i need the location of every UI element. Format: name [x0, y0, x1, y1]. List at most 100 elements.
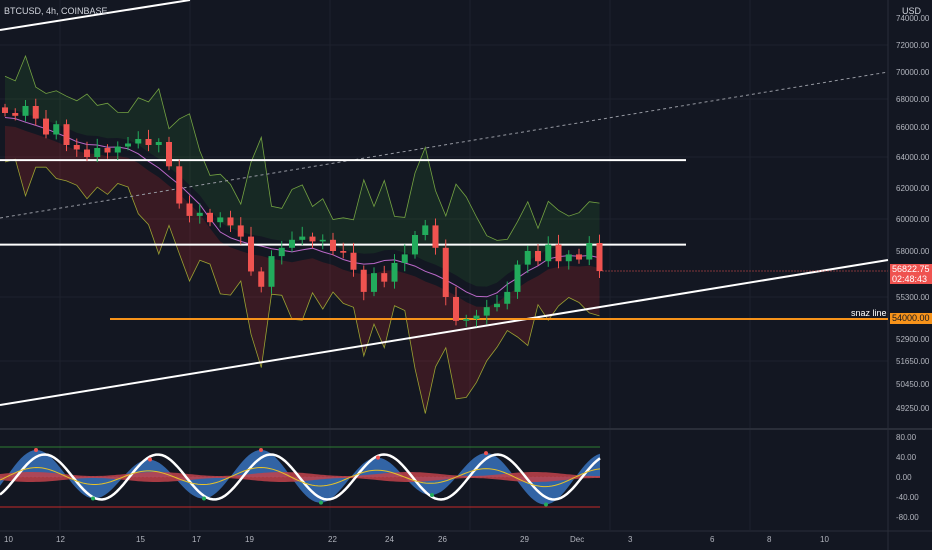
dashed-trendline: [0, 71, 889, 219]
lower-band-line: [4, 158, 600, 414]
date-tick-label: 3: [628, 535, 633, 544]
price-tick-label: 60000.00: [896, 215, 930, 224]
candle-body: [340, 251, 347, 253]
moving-average-line: [4, 117, 600, 298]
osc-trough-dot: [202, 496, 206, 501]
candle-body: [371, 273, 377, 292]
candle-body: [381, 273, 388, 282]
candle-body: [63, 124, 70, 145]
candle-body: [442, 247, 449, 297]
date-tick-label: 10: [4, 535, 13, 544]
price-tick-label: 55300.00: [896, 293, 930, 302]
candle-body: [576, 254, 582, 260]
candle-body: [248, 236, 254, 272]
date-tick-label: 15: [136, 535, 145, 544]
candle-body: [555, 244, 562, 262]
candle-body: [73, 145, 80, 150]
price-tick-label: 58000.00: [896, 247, 930, 256]
osc-peak-dot: [148, 457, 152, 462]
date-tick-label: 19: [245, 535, 254, 544]
osc-tick-label: 40.00: [896, 453, 917, 462]
candle-body: [401, 254, 408, 263]
candle-body: [422, 225, 429, 235]
osc-peak-dot: [484, 451, 488, 456]
osc-tick-label: 0.00: [896, 473, 912, 482]
candle-body: [22, 106, 29, 116]
osc-tick-label: -40.00: [896, 493, 919, 502]
candle-body: [145, 139, 152, 145]
price-tick-label: 62000.00: [896, 184, 930, 193]
price-tick-label: 51650.00: [896, 357, 930, 366]
oscillator-signal-line: [0, 453, 601, 501]
candle-body: [463, 319, 470, 321]
candle-body: [565, 254, 572, 262]
price-tick-label: 52900.00: [896, 335, 930, 344]
candle-body: [350, 252, 357, 270]
candle-body: [53, 124, 60, 135]
candle-body: [217, 217, 224, 223]
date-tick-label: 10: [820, 535, 829, 544]
date-tick-label: 24: [385, 535, 394, 544]
candle-body: [453, 297, 459, 321]
candle-body: [473, 315, 480, 319]
price-tick-label: 74000.00: [896, 14, 930, 23]
osc-peak-dot: [34, 447, 38, 452]
price-tick-label: 70000.00: [896, 68, 930, 77]
upper-band-fill: [5, 56, 600, 287]
price-tick-label: 72000.00: [896, 41, 930, 50]
candle-body: [545, 244, 552, 262]
candle-body: [227, 217, 234, 226]
price-tick-label: 66000.00: [896, 123, 930, 132]
candle-body: [596, 243, 603, 272]
candle-body: [2, 107, 8, 113]
date-tick-label: 22: [328, 535, 337, 544]
price-tick-label: 49250.00: [896, 404, 930, 413]
osc-trough-dot: [319, 500, 323, 505]
candle-body: [483, 307, 490, 316]
candle-body: [309, 236, 316, 242]
candle-body: [514, 264, 521, 292]
candle-body: [524, 251, 531, 265]
candle-body: [268, 256, 275, 287]
candle-body: [299, 236, 306, 240]
candle-body: [155, 142, 162, 145]
currency-label: USD: [902, 6, 922, 16]
date-tick-label: 17: [192, 535, 201, 544]
rising-support-trendline: [0, 259, 889, 406]
candle-body: [84, 149, 90, 157]
oscillator-yellow-line: [0, 466, 601, 488]
candle-body: [135, 139, 142, 144]
upper-band-line: [4, 54, 600, 241]
candle-body: [104, 148, 111, 153]
candle-body: [494, 303, 500, 308]
candle-body: [166, 142, 172, 167]
countdown-tag: 02:48:43: [890, 274, 932, 284]
candle-body: [94, 148, 101, 157]
candle-body: [32, 106, 39, 119]
candle-body: [12, 113, 19, 116]
osc-tick-label: -80.00: [896, 513, 919, 522]
candle-body: [176, 166, 183, 204]
current-price-tag: 56822.75: [890, 264, 932, 274]
candle-body: [535, 251, 541, 262]
osc-peak-dot: [376, 455, 380, 460]
candle-body: [412, 235, 418, 255]
candle-body: [289, 239, 295, 248]
candle-body: [258, 271, 265, 287]
candle-body: [196, 212, 203, 216]
osc-tick-label: 80.00: [896, 433, 917, 442]
date-tick-label: 29: [520, 535, 529, 544]
top-left-trendline: [0, 0, 191, 31]
symbol-title: BTCUSD, 4h, COINBASE: [4, 6, 108, 16]
candle-body: [391, 262, 398, 282]
osc-trough-dot: [91, 496, 95, 501]
osc-trough-dot: [430, 493, 434, 498]
candle-body: [43, 118, 49, 135]
osc-trough-dot: [544, 502, 548, 507]
candle-body: [432, 225, 439, 248]
candle-body: [207, 212, 213, 223]
candle-body: [586, 243, 593, 260]
candle-body: [330, 239, 336, 251]
